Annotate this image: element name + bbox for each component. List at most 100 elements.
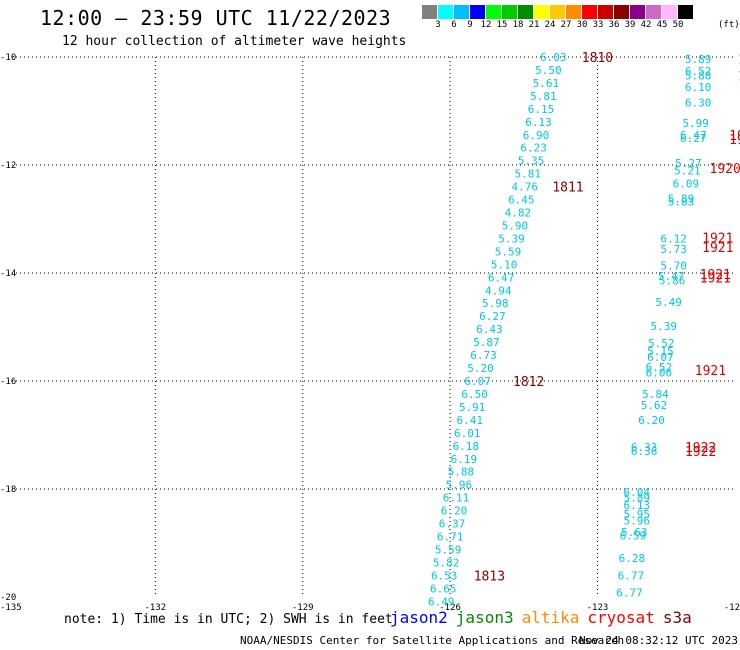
wave-height-value: 5.82 [433,556,460,569]
wave-height-value: 6.28 [619,552,646,565]
legend-item-cryosat: cryosat [587,608,655,627]
color-scale-swatch [614,5,630,19]
wave-height-value: 5.89 [685,53,712,66]
x-tick-label: -129 [292,603,314,613]
pass-time-label: 1810 [582,51,613,66]
wave-height-value: 6.18 [453,440,480,453]
color-scale-unit: (ft) [718,20,740,30]
wave-height-value: 5.73 [660,243,687,256]
color-scale-label: 27 [560,20,572,30]
wave-height-value: 5.27 [675,157,702,170]
wave-height-value: 5.90 [502,219,529,232]
wave-height-value: 6.10 [685,81,712,94]
color-scale-swatch [486,5,502,19]
x-tick-label: -135 [0,603,22,613]
wave-height-value: 6.07 [464,375,491,388]
wave-height-value: 6.77 [618,569,645,582]
wave-height-value: 5.87 [473,336,500,349]
wave-height-value: 4.82 [505,207,532,220]
wave-height-value: 6.27 [479,310,506,323]
wave-height-value: 5.39 [651,320,678,333]
wave-height-value: 6.11 [443,492,470,505]
wave-height-value: 5.89 [668,192,695,205]
legend-item-jason2: jason2 [390,608,448,627]
y-tick-label: -20 [0,593,16,603]
wave-height-value: 6.37 [439,518,466,531]
wave-height-value: 5.39 [498,232,525,245]
color-scale-swatch [598,5,614,19]
wave-height-value: 5.96 [624,514,651,527]
legend-item-altika: altika [521,608,580,627]
color-scale-swatch [502,5,518,19]
wave-height-value: 6.12 [660,232,687,245]
color-scale-swatch [678,5,694,19]
wave-height-value: 5.91 [459,401,486,414]
wave-height-value: 6.45 [508,194,535,207]
wave-height-value: 6.65 [430,582,457,595]
color-scale-label: 21 [528,20,540,30]
pass-time-label: 1811 [552,181,583,196]
x-tick-label: -126 [439,603,461,613]
wave-height-value: 5.81 [514,168,541,181]
wave-height-value: 6.01 [454,427,481,440]
wave-height-value: 6.33 [631,441,658,454]
color-scale-swatch [582,5,598,19]
color-scale-swatch [630,5,646,19]
y-tick-label: -16 [0,377,16,387]
wave-height-value: 5.81 [530,90,557,103]
y-tick-label: -18 [0,485,16,495]
wave-height-value: 5.47 [658,270,685,283]
color-scale-swatch [518,5,534,19]
footnote: note: 1) Time is in UTC; 2) SWH is in fe… [64,612,393,627]
color-scale-swatch [454,5,470,19]
pass-time-label: 1921 [700,271,731,286]
wave-height-value: 6.73 [470,349,497,362]
color-scale-swatch [662,5,678,19]
wave-height-value: 5.21 [674,164,701,177]
color-scale-bar [422,5,694,19]
wave-height-value: 6.47 [680,129,707,142]
legend-item-jason3: jason3 [455,608,514,627]
color-scale-swatch [566,5,582,19]
pass-time-label: 1922 [685,441,716,456]
wave-height-value: 6.41 [456,414,483,427]
color-scale-swatch [438,5,454,19]
wave-height-value: 6.71 [437,531,464,544]
satellite-legend: jason2 jason3 altika cryosat s3a [390,608,700,627]
color-scale-swatch [470,5,486,19]
wave-height-value: 5.59 [435,543,462,556]
wave-height-value: 5.88 [448,466,475,479]
wave-height-value: 5.96 [446,479,473,492]
wave-height-value: 5.89 [624,492,651,505]
pass-time-label: 1921 [695,364,726,379]
color-scale-label: 39 [624,20,636,30]
chart-title: 12:00 – 23:59 UTC 11/22/2023 [40,6,392,30]
wave-height-value: 5.20 [467,362,494,375]
wave-height-value: 6.43 [476,323,503,336]
wave-height-value: 6.04 [624,486,651,499]
wave-height-value: 5.59 [495,245,522,258]
wave-height-value: 6.90 [523,129,550,142]
generated-timestamp: Nov 24 08:32:12 UTC 2023 [579,634,738,647]
pass-time-label: 1813 [474,569,505,584]
wave-height-value: 5.49 [655,296,682,309]
wave-height-value: 5.35 [518,155,545,168]
wave-height-value: 6.19 [451,453,478,466]
pass-time-label: 1920 [710,162,740,177]
wave-height-value: 6.27 [680,132,707,145]
color-scale-label: 30 [576,20,588,30]
pass-time-label: 1921 [702,241,733,256]
wave-height-value: 6.23 [520,142,547,155]
wave-height-value: 6.09 [673,177,700,190]
y-tick-label: -12 [0,161,16,171]
wave-height-value: 6.13 [525,116,552,129]
x-tick-label: -123 [587,603,609,613]
pass-time-label: 192 [738,69,740,84]
pass-time-label: 1922 [685,445,716,460]
pass-time-label: 192 [738,53,740,68]
color-scale-swatch [534,5,550,19]
wave-height-value: 6.52 [646,361,673,374]
wave-height-value: 5.63 [621,526,648,539]
wave-height-value: 6.06 [646,366,673,379]
wave-height-value: 6.36 [631,445,658,458]
